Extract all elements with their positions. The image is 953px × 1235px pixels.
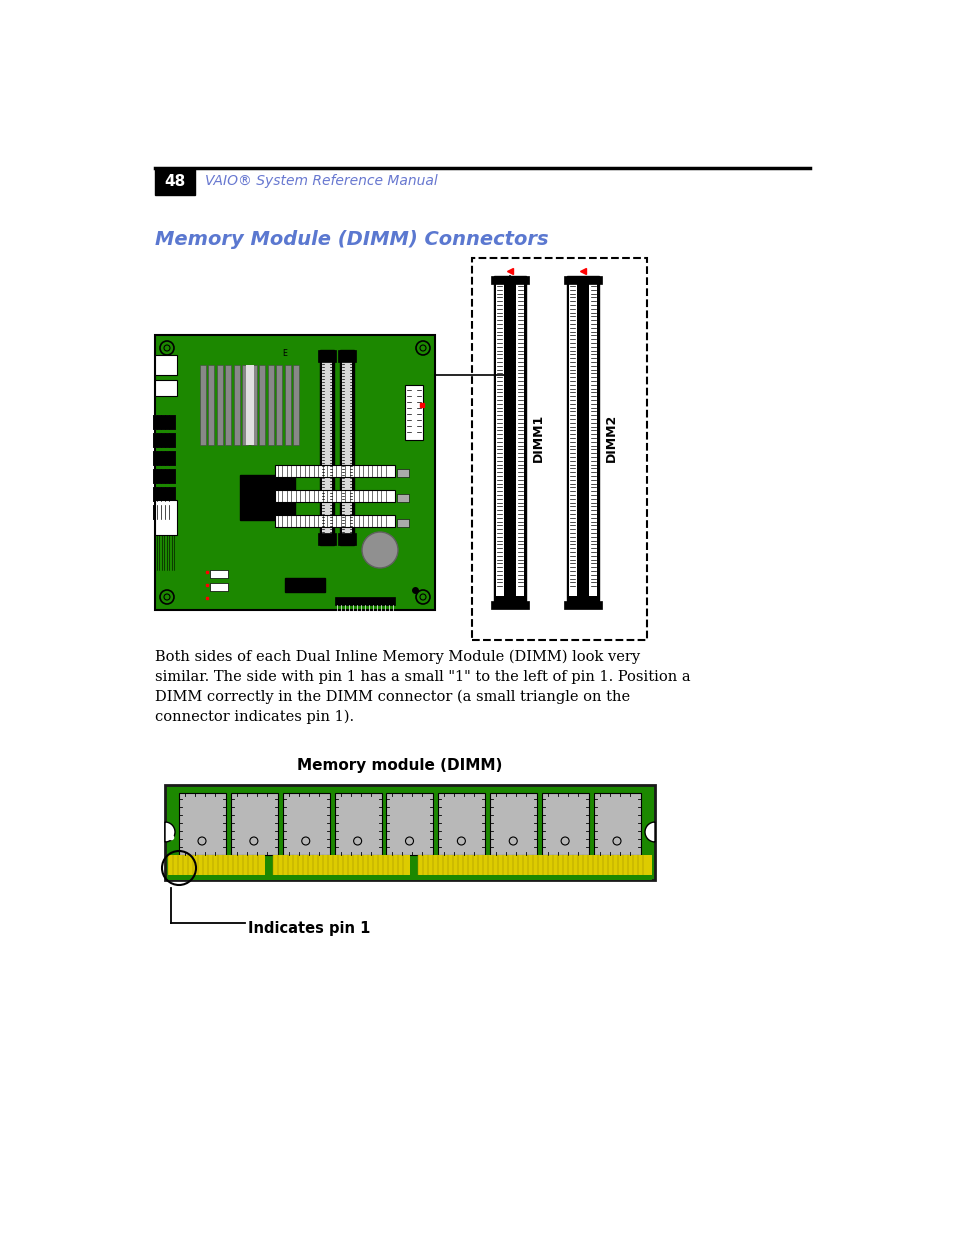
Circle shape	[416, 341, 430, 354]
Bar	[594, 793, 640, 855]
Bar	[152, 469, 174, 483]
Bar	[386, 793, 433, 855]
Bar	[152, 415, 174, 429]
Circle shape	[164, 345, 170, 351]
Bar	[233, 366, 240, 445]
Bar	[231, 793, 277, 855]
Bar	[563, 601, 601, 609]
Text: Memory module (DIMM): Memory module (DIMM)	[297, 758, 502, 773]
Bar	[319, 350, 334, 545]
Bar	[152, 469, 174, 483]
Bar	[396, 469, 409, 477]
Bar	[152, 505, 174, 519]
Bar	[337, 350, 355, 362]
Text: E: E	[282, 348, 287, 357]
Bar	[225, 366, 232, 445]
Bar	[317, 534, 335, 545]
Bar	[568, 282, 577, 597]
Bar	[496, 282, 503, 597]
Bar	[294, 366, 299, 445]
Bar	[152, 505, 174, 519]
Bar	[274, 466, 395, 477]
Bar	[154, 500, 177, 535]
Bar	[339, 350, 354, 545]
Bar	[251, 366, 256, 445]
Bar	[516, 282, 523, 597]
Bar	[168, 855, 265, 877]
Text: Both sides of each Dual Inline Memory Module (DIMM) look very
similar. The side : Both sides of each Dual Inline Memory Mo…	[154, 650, 690, 724]
Text: DIMM1: DIMM1	[532, 414, 544, 462]
Bar	[165, 785, 655, 881]
Bar	[396, 519, 409, 527]
Bar	[285, 366, 291, 445]
Bar	[154, 168, 194, 195]
Text: 48: 48	[164, 173, 186, 189]
Bar	[276, 366, 282, 445]
Bar	[322, 354, 332, 541]
Circle shape	[361, 532, 397, 568]
Circle shape	[160, 341, 173, 354]
Bar	[154, 354, 177, 375]
Text: Memory Module (DIMM) Connectors: Memory Module (DIMM) Connectors	[154, 230, 548, 249]
Bar	[335, 597, 395, 605]
Bar	[216, 366, 223, 445]
Bar	[417, 855, 651, 877]
Bar	[152, 451, 174, 466]
Bar	[566, 275, 598, 601]
Bar	[210, 583, 228, 592]
Bar	[152, 433, 174, 447]
Text: Indicates pin 1: Indicates pin 1	[248, 921, 370, 936]
Bar	[282, 793, 330, 855]
Bar	[152, 451, 174, 466]
Bar	[152, 433, 174, 447]
Bar	[274, 490, 395, 501]
Bar	[494, 275, 525, 601]
Circle shape	[416, 590, 430, 604]
Wedge shape	[644, 823, 655, 842]
Bar	[152, 415, 174, 429]
Text: DIMM2: DIMM2	[604, 414, 618, 462]
Bar	[168, 876, 651, 881]
Bar	[405, 385, 422, 440]
Bar	[491, 601, 529, 609]
Bar	[200, 366, 206, 445]
Bar	[268, 366, 274, 445]
Bar	[472, 258, 646, 640]
Bar	[396, 494, 409, 501]
Bar	[341, 354, 352, 541]
Bar	[490, 793, 537, 855]
Circle shape	[419, 345, 426, 351]
Bar	[154, 380, 177, 396]
Bar	[335, 793, 381, 855]
Bar	[242, 366, 248, 445]
Circle shape	[160, 590, 173, 604]
Bar	[563, 275, 601, 284]
Bar	[337, 534, 355, 545]
Bar	[273, 855, 410, 877]
Bar	[541, 793, 589, 855]
Circle shape	[419, 594, 426, 600]
Bar	[259, 366, 265, 445]
Circle shape	[164, 594, 170, 600]
Bar	[317, 350, 335, 362]
Text: VAIO® System Reference Manual: VAIO® System Reference Manual	[205, 174, 437, 188]
Bar	[209, 366, 214, 445]
Bar	[588, 282, 597, 597]
Bar	[438, 793, 485, 855]
Bar	[154, 335, 435, 610]
Bar	[179, 793, 226, 855]
Bar	[152, 487, 174, 501]
Bar	[285, 578, 325, 592]
Bar	[274, 515, 395, 527]
Bar	[491, 275, 529, 284]
Bar	[240, 475, 294, 520]
Bar	[152, 487, 174, 501]
Bar	[210, 571, 228, 578]
Bar	[246, 366, 253, 445]
Wedge shape	[165, 823, 174, 842]
